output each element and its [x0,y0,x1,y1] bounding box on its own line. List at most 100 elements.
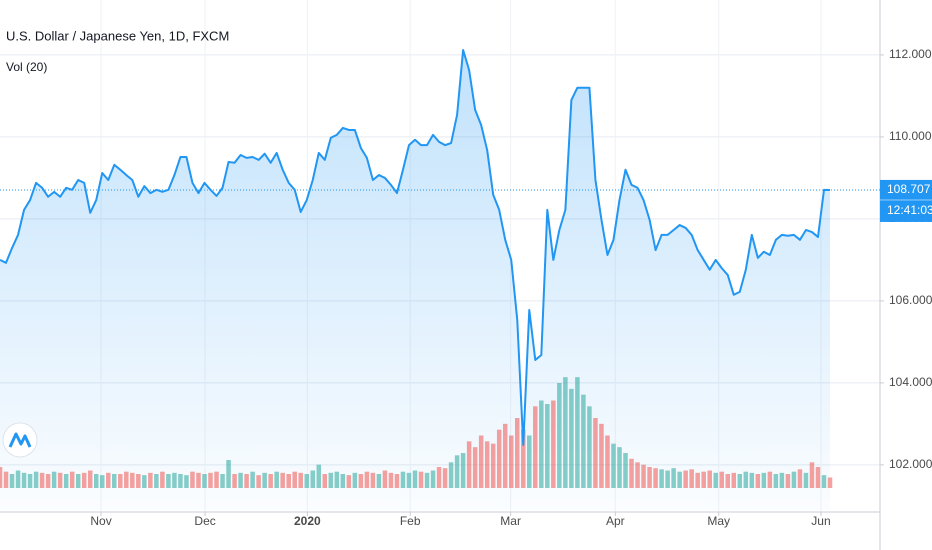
volume-bar [0,467,3,488]
volume-bar [69,471,75,488]
volume-bar [382,470,388,488]
volume-bar [617,447,622,488]
volume-bar [51,471,57,488]
volume-bar [472,447,478,488]
volume-bar [81,472,87,488]
price-line [0,49,831,446]
volume-bar [761,472,767,488]
volume-bar [719,471,724,488]
volume-bar [797,469,803,488]
volume-bar [412,470,418,488]
volume-bar [208,472,213,488]
volume-bar [527,435,532,488]
volume-bar [256,475,261,488]
volume-bar [112,474,117,488]
volume-bar [677,471,682,488]
volume-bar [514,418,520,488]
volume-bar [394,474,400,488]
volume-bar [569,388,574,488]
volume-bar [15,470,21,488]
volume-bar [430,470,436,488]
volume-bar [27,474,33,488]
volume-bar [244,474,249,488]
volume-bar [322,474,328,488]
volume-bar [743,471,749,488]
volume-bar [93,474,99,488]
volume-bar [689,469,694,488]
volume-bar [635,462,640,488]
volume-bar [484,441,490,488]
volume-bar [45,474,51,488]
volume-bar [154,474,159,488]
volume-bar [701,471,706,488]
volume-bar [136,474,141,488]
volume-bar [454,455,460,488]
volume-bar [118,474,123,488]
chart-title: U.S. Dollar / Japanese Yen, 1D, FXCM [6,28,229,43]
volume-bar [280,472,285,488]
volume-bar [9,474,15,488]
volume-bar [142,475,147,488]
logo [2,422,38,458]
volume-bar [358,474,364,488]
volume-bar [460,453,466,488]
volume-bar [202,474,207,488]
volume-bar [124,471,129,488]
countdown-tag [880,199,932,222]
volume-bar [749,472,755,488]
volume-bar [226,460,231,488]
volume-bar [376,474,382,488]
y-tick-label: 110.000 [889,129,932,143]
volume-bar [57,472,63,488]
volume-bar [442,468,448,488]
volume-bar [400,471,406,488]
volume-bar [466,441,472,488]
volume-bar [731,472,737,488]
volume-bar [436,467,442,488]
volume-bar [490,443,496,488]
price-area [0,50,830,511]
volume-bar [310,470,316,488]
volume-bar [611,443,616,488]
volume-bar [166,474,171,488]
volume-bar [196,472,201,488]
y-tick-label: 112.000 [889,47,932,61]
volume-bar [99,475,105,488]
volume-bar [262,472,267,488]
volume-bar [304,474,309,488]
volume-bar [545,404,550,488]
x-tick-label: May [707,514,730,528]
volume-bar [779,472,785,488]
volume-bar [268,474,273,488]
x-tick-label: Apr [606,514,625,528]
last-price-label: 108.707 [887,182,931,196]
volume-bar [286,474,291,488]
volume-bar [671,468,676,488]
volume-bar [502,423,508,488]
x-tick-label: Mar [500,514,521,528]
volume-bar [214,471,219,488]
volume-bar [232,474,237,488]
volume-bar [298,472,303,488]
volume-bar [328,472,334,488]
volume-bar [659,469,664,488]
volume-bar [713,472,718,488]
volume-bar [406,472,412,488]
volume-bar [106,472,111,488]
volume-bar [737,474,743,488]
volume-bar [707,470,712,488]
x-tick-label: Jun [811,514,830,528]
volume-bar [334,471,340,488]
volume-bar [665,470,670,488]
volume-bar [184,475,189,488]
volume-bar [551,400,556,488]
volume-bar [647,467,652,488]
volume-bar [815,467,821,488]
volume-bar [352,472,358,488]
volume-bar [725,474,731,488]
volume-bar [587,406,592,488]
volume-bar [346,475,352,488]
volume-bar [683,470,688,488]
volume-bar [3,471,9,488]
volume-bar [190,471,195,488]
